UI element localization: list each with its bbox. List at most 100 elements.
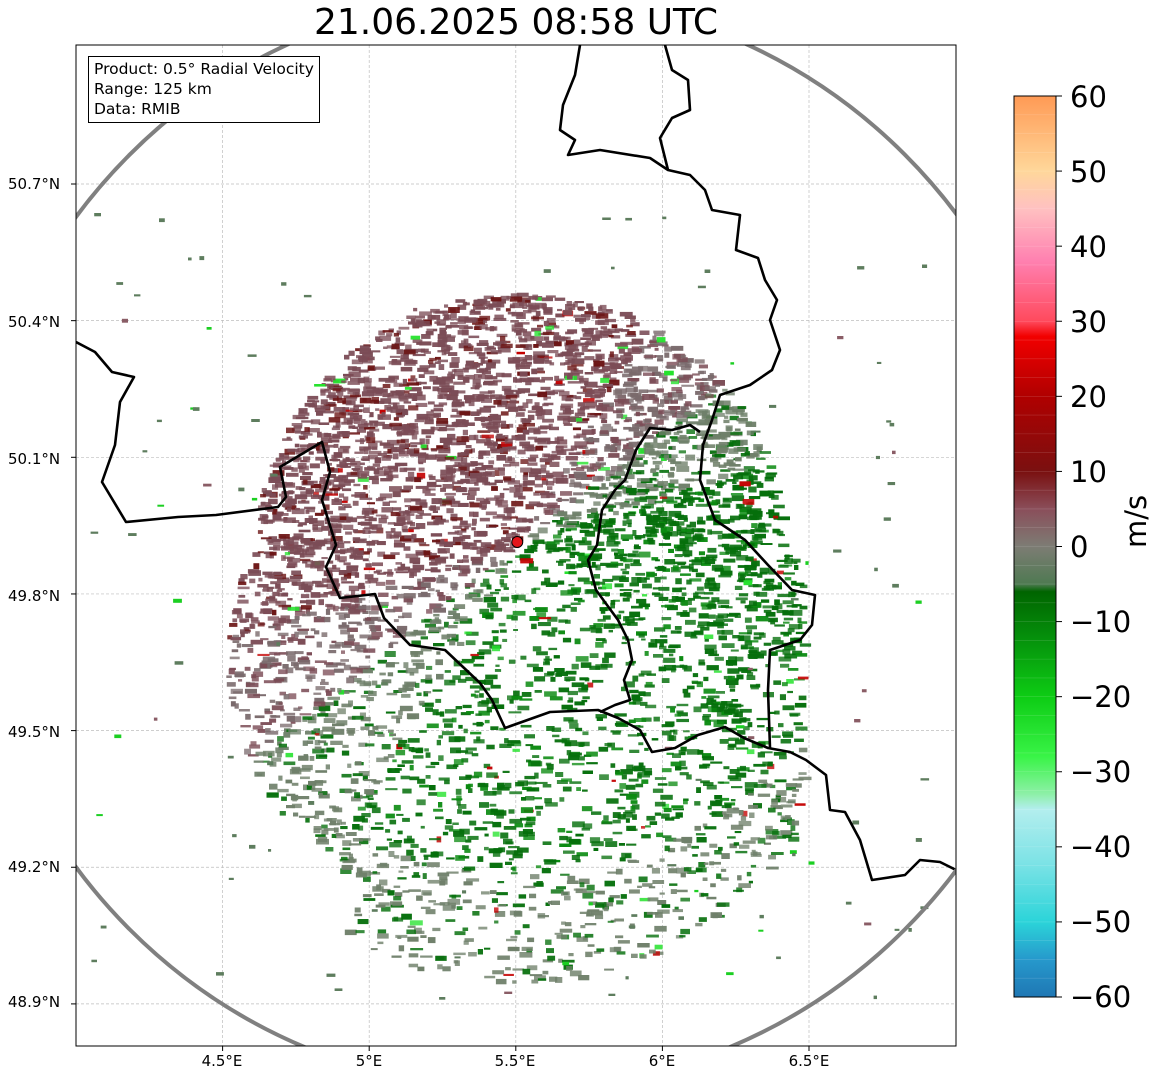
echo-bin — [278, 493, 290, 497]
echo-bin — [604, 318, 616, 323]
echo-bin — [463, 345, 474, 352]
echo-bin — [522, 306, 528, 309]
echo-bin — [438, 626, 445, 630]
echo-bin — [638, 762, 644, 768]
echo-bin — [535, 490, 546, 493]
echo-bin — [355, 439, 366, 443]
echo-bin — [297, 463, 307, 469]
echo-bin — [461, 658, 475, 662]
echo-bin — [305, 489, 314, 494]
echo-bin — [524, 823, 533, 828]
echo-bin — [389, 422, 402, 427]
echo-bin — [365, 563, 372, 568]
echo-bin — [661, 904, 671, 908]
echo-bin — [314, 512, 324, 516]
echo-bin — [257, 584, 269, 588]
echo-bin — [698, 410, 706, 416]
echo-bin — [625, 417, 632, 421]
echo-bin — [392, 759, 397, 763]
echo-bin — [566, 301, 572, 307]
echo-bin — [563, 717, 574, 722]
echo-bin — [532, 646, 542, 652]
echo-bin — [415, 748, 424, 754]
echo-bin — [629, 689, 639, 694]
echo-bin — [718, 504, 731, 508]
echo-bin — [643, 911, 653, 918]
echo-bin — [229, 623, 238, 627]
echo-bin — [389, 842, 402, 848]
echo-bin — [362, 351, 373, 357]
echo-bin — [470, 387, 478, 390]
echo-bin — [596, 355, 603, 361]
echo-bin — [368, 350, 381, 353]
echo-bin — [701, 393, 714, 399]
echo-bin — [378, 330, 385, 336]
echo-bin — [692, 681, 702, 684]
echo-bin — [371, 605, 383, 611]
echo-bin — [531, 336, 544, 341]
echo-bin — [531, 327, 542, 332]
echo-bin — [680, 897, 690, 902]
echo-bin — [612, 812, 621, 818]
echo-bin — [754, 527, 767, 533]
echo-bin — [701, 562, 711, 566]
echo-bin — [757, 725, 765, 728]
echo-bin — [300, 594, 310, 599]
echo-bin — [313, 706, 322, 710]
echo-bin — [589, 665, 601, 670]
echo-bin — [351, 604, 359, 608]
echo-bin — [352, 529, 358, 533]
echo-bin — [356, 428, 366, 433]
echo-bin — [731, 699, 739, 702]
echo-bin — [481, 371, 491, 375]
echo-bin — [572, 302, 578, 308]
echo-bin — [510, 507, 515, 513]
echo-bin — [790, 825, 796, 831]
echo-bin — [443, 542, 453, 548]
echo-bin — [459, 411, 471, 416]
echo-bin — [709, 861, 715, 866]
echo-bin — [541, 475, 554, 478]
echo-bin — [428, 626, 442, 633]
echo-bin — [408, 963, 419, 968]
echo-bin — [378, 496, 387, 501]
echo-bin — [349, 607, 356, 610]
echo-bin — [526, 663, 539, 668]
echo-bin — [452, 675, 461, 680]
echo-bin — [702, 756, 714, 761]
echo-bin — [553, 655, 560, 659]
echo-bin — [675, 596, 685, 600]
echo-bin — [479, 802, 489, 808]
echo-bin — [584, 381, 598, 388]
echo-bin — [771, 494, 779, 500]
echo-bin — [260, 537, 272, 540]
echo-bin — [747, 516, 760, 521]
echo-bin — [509, 486, 521, 493]
echo-bin — [462, 845, 469, 850]
echo-bin — [366, 502, 375, 505]
echo-bin — [330, 536, 343, 542]
echo-bin — [675, 461, 688, 467]
echo-bin — [290, 794, 299, 801]
echo-bin — [441, 538, 448, 542]
echo-bin — [508, 360, 521, 364]
echo-bin — [323, 510, 333, 515]
echo-bin — [333, 668, 344, 673]
echo-bin — [698, 419, 711, 426]
echo-bin — [521, 692, 532, 697]
echo-bin — [617, 940, 630, 944]
echo-bin — [780, 739, 792, 744]
echo-bin — [662, 496, 674, 502]
echo-bin — [282, 438, 293, 441]
echo-bin — [424, 623, 436, 628]
echo-bin — [534, 402, 540, 407]
echo-bin — [337, 540, 344, 544]
echo-bin — [615, 438, 629, 442]
echo-bin — [398, 615, 405, 619]
echo-bin — [538, 470, 550, 474]
echo-bin — [323, 592, 334, 595]
echo-bin — [671, 816, 680, 819]
echo-bin — [529, 616, 540, 621]
echo-bin — [733, 474, 744, 480]
echo-bin — [464, 449, 470, 456]
